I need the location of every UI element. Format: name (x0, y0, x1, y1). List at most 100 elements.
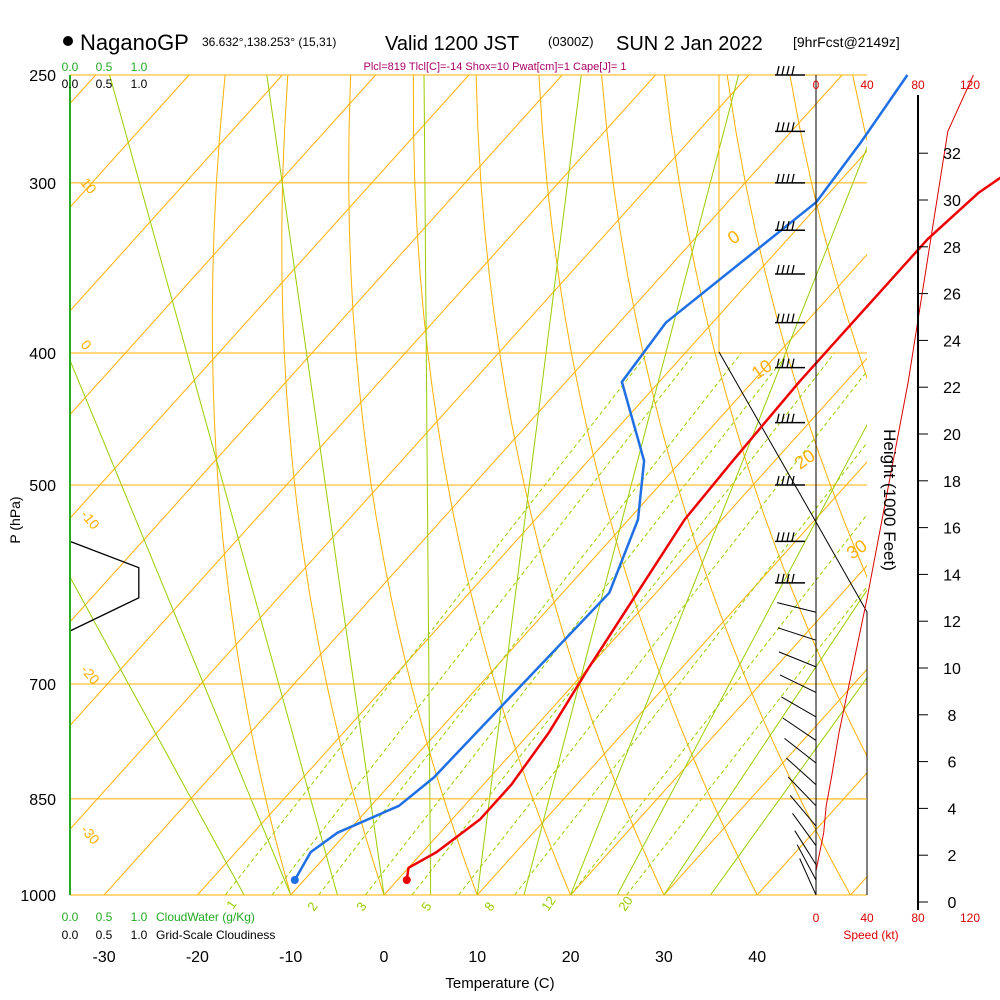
dewpoint-line (293, 74, 909, 881)
y-axis-title: P (hPa) (7, 496, 23, 543)
isobars: 250 300 400 500 700 850 1000 (20, 68, 867, 905)
indices-line: Plcl=819 Tlcl[C]=-14 Shox=10 Pwat[cm]=1 … (363, 61, 626, 73)
cloudiness-tick-bottom: 1.0 (131, 928, 148, 942)
cloudwater-tick-bottom: 0.5 (96, 910, 113, 924)
wind-barb (789, 795, 817, 827)
temperature-surface-dot (402, 876, 411, 884)
station-coords: 36.632°,138.253° (15,31) (202, 35, 336, 49)
height-tick-label: 10 (943, 661, 961, 678)
mixing-ratio-line (626, 585, 867, 895)
pressure-tick-label: 500 (29, 478, 56, 495)
temperature-tick-label: -10 (279, 949, 302, 966)
height-tick-label: 22 (943, 380, 961, 397)
dewpoint-surface-dot (290, 876, 299, 884)
speed-tick-bottom: 40 (860, 911, 874, 925)
wind-barb (775, 122, 805, 133)
height-tick-label: 2 (948, 848, 957, 865)
moist-adiabat-line (570, 146, 867, 895)
dry-adiabat-line (348, 75, 478, 895)
cloudiness-tick-top: 1.0 (131, 77, 148, 91)
speed-tick-top: 80 (911, 78, 925, 92)
cloudwater-tick-bottom: 0.0 (62, 910, 79, 924)
cloudiness-tick-top: 0.0 (62, 77, 79, 91)
cloudwater-tick-top: 0.5 (96, 60, 113, 74)
isotherm-line (70, 75, 283, 312)
moist-adiabat-line (423, 75, 432, 895)
wind-barb (775, 221, 805, 231)
valid-utc: (0300Z) (548, 34, 594, 49)
mixing-ratio-line (271, 352, 695, 895)
cloudwater-tick-bottom: 1.0 (131, 910, 148, 924)
wind-barb (796, 844, 817, 881)
cloudwater-tick-top: 1.0 (131, 60, 148, 74)
temperature-tick-label: 30 (655, 949, 673, 966)
wind-barb (777, 602, 817, 613)
cloudwater-title: CloudWater (g/Kg) (156, 910, 255, 924)
speed-axis-title: Speed (kt) (843, 928, 898, 942)
mixing-ratio-line (570, 513, 867, 895)
pressure-tick-label: 850 (29, 792, 56, 809)
moist-adiabat-line (70, 576, 245, 895)
moist-adiabat-line (663, 589, 867, 895)
wind-barb (775, 65, 805, 76)
wind-barb (799, 858, 817, 896)
height-tick-label: 14 (943, 567, 961, 584)
dry-adiabat-line (663, 75, 867, 758)
height-tick-label: 28 (943, 240, 961, 257)
height-tick-label: 32 (943, 146, 961, 163)
wind-barb (794, 830, 817, 865)
moist-adiabat-line (109, 75, 338, 895)
mixing-ratio-line (364, 352, 789, 895)
speed-tick-bottom: 80 (911, 911, 925, 925)
dry-adiabat-line (211, 75, 292, 895)
speed-tick-top: 120 (960, 78, 980, 92)
mixing-ratio-line (224, 352, 649, 895)
dry-adiabat-line (281, 75, 385, 895)
wind-barb (777, 627, 817, 641)
valid-time: Valid 1200 JST (385, 33, 519, 55)
height-tick-label: 8 (948, 708, 957, 725)
cloudiness-tick-bottom: 0.5 (96, 928, 113, 942)
x-axis-title: Temperature (C) (445, 975, 554, 992)
dry-adiabat-line (789, 75, 867, 380)
pressure-tick-label: 300 (29, 176, 56, 193)
cloudwater-tick-top: 0.0 (62, 60, 79, 74)
height-tick-label: 24 (943, 333, 961, 350)
wind-barb (775, 264, 805, 275)
height-tick-label: 4 (948, 801, 957, 818)
forecast-label: [9hrFcst@2149z] (793, 34, 900, 50)
temperature-tick-label: 10 (468, 949, 486, 966)
wind-barb (778, 651, 817, 668)
height-axis-title: Height (1000 Feet) (880, 429, 899, 571)
temperature-line (405, 176, 1000, 881)
pressure-tick-label: 700 (29, 677, 56, 694)
wind-barb (782, 717, 817, 741)
dry-adiabat-line (726, 75, 867, 579)
pressure-tick-label: 400 (29, 346, 56, 363)
cloudiness-title: Grid-Scale Cloudiness (156, 928, 275, 942)
height-profile (815, 74, 974, 895)
wind-barb (775, 413, 805, 424)
wind-barb (785, 757, 817, 786)
temperature-tick-label: 0 (380, 949, 389, 966)
cloudiness-tick-bottom: 0.0 (62, 928, 79, 942)
speed-tick-top: 40 (860, 78, 874, 92)
mixing-ratio-label: 12 (538, 893, 559, 913)
mixing-ratio-line (318, 352, 742, 895)
moist-adiabat-line (476, 75, 582, 895)
dry-adiabat-line (538, 75, 758, 895)
height-tick-label: 16 (943, 521, 961, 538)
station-name: NaganoGP (80, 30, 189, 55)
wind-barbs (775, 65, 817, 896)
wind-barb (779, 674, 817, 693)
wind-barb (781, 696, 817, 718)
height-tick-label: 6 (948, 755, 957, 772)
valid-date: SUN 2 Jan 2022 (616, 33, 763, 55)
moist-adiabat-line (710, 676, 867, 895)
speed-tick-bottom: 120 (960, 911, 980, 925)
moist-adiabat-line (616, 423, 867, 895)
cloud-cover-profile (69, 540, 140, 632)
dry-adiabat-line (475, 75, 665, 895)
isotherm-line (70, 75, 376, 416)
speed-tick-bottom: 0 (813, 911, 820, 925)
